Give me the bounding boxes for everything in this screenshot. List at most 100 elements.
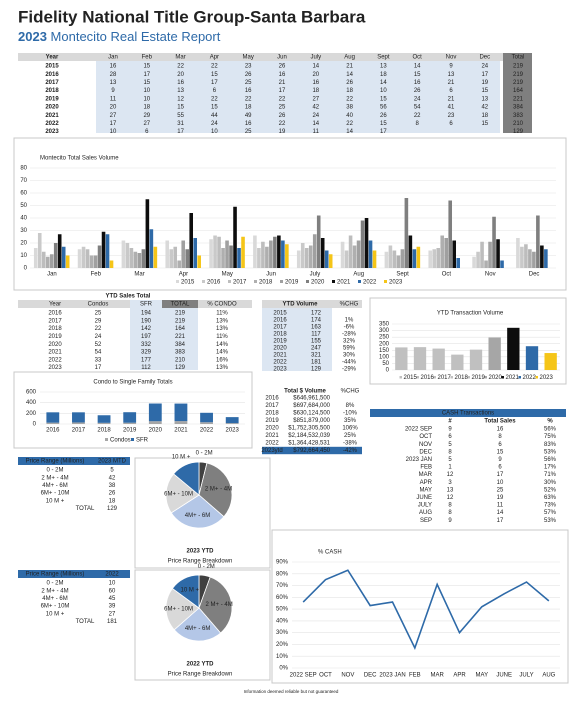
- legend-label: 2022: [363, 279, 377, 285]
- bar: [225, 240, 229, 268]
- bar: [520, 246, 524, 268]
- condo-chart-frame: [13, 371, 253, 449]
- table-cell: -38%: [343, 441, 358, 447]
- table-cell: 106%: [342, 426, 358, 432]
- chart-subtitle: Price Range Breakdown: [168, 672, 233, 678]
- x-tick-label: Mar: [134, 272, 144, 278]
- bar: [33, 248, 38, 268]
- bar: [269, 240, 273, 268]
- ytd-chart-frame: [369, 297, 567, 385]
- table-header: Sept: [377, 55, 390, 61]
- table-cell: 9: [111, 88, 115, 94]
- bar: [65, 255, 70, 268]
- table-cell: 25: [245, 129, 252, 135]
- table-cell: 19: [279, 129, 286, 135]
- table-header: Dec: [479, 55, 490, 61]
- table-cell: MAR: [419, 472, 433, 478]
- table-header: Feb: [142, 55, 153, 61]
- table-cell: 117: [311, 332, 321, 338]
- y-tick-label: 30: [20, 228, 27, 234]
- table-cell: 2020: [273, 346, 287, 352]
- table-cell: 15: [211, 72, 218, 78]
- table-cell: 16: [312, 80, 319, 86]
- table-cell: 24: [95, 334, 102, 340]
- table-header-bg: [18, 53, 532, 61]
- table-cell: 2 M+ - 4M: [41, 475, 68, 481]
- bar: [344, 250, 349, 268]
- table-cell: 27: [110, 113, 117, 119]
- legend-label: 2020: [489, 375, 503, 381]
- bar: [296, 250, 301, 268]
- bar: [540, 245, 544, 268]
- table-cell: 59%: [343, 346, 356, 352]
- bar: [544, 249, 548, 268]
- table-cell: 12: [447, 472, 454, 478]
- table-cell: 20: [312, 72, 319, 78]
- bar-segment: [148, 403, 162, 422]
- table-cell: 17: [143, 72, 150, 78]
- y-tick-label: 70: [20, 178, 27, 184]
- bar: [129, 248, 134, 268]
- table-total: 219: [513, 80, 524, 86]
- table-cell: 17: [95, 365, 102, 371]
- table-cell: 2016: [273, 318, 287, 324]
- table-cell: 49: [245, 113, 252, 119]
- table-cell: 16: [110, 64, 117, 70]
- y-tick-label: 40: [20, 216, 27, 222]
- bar: [237, 248, 241, 268]
- table-cell: 18: [346, 88, 353, 94]
- bar-segment: [225, 423, 239, 424]
- table-cell: 26: [414, 88, 421, 94]
- legend-swatch: [176, 280, 179, 283]
- table-cell: DEC: [419, 449, 432, 455]
- table-cell: OCT: [419, 434, 432, 440]
- table-cell: 55: [177, 113, 184, 119]
- table-cell: MAY: [419, 487, 432, 493]
- legend-swatch: [202, 280, 205, 283]
- bar: [532, 251, 536, 268]
- table-total: 129: [107, 506, 118, 512]
- y-tick-label: 70%: [276, 583, 289, 589]
- bar: [352, 245, 357, 268]
- table-cell: 25%: [344, 433, 357, 439]
- x-tick-label: 2020: [149, 428, 163, 434]
- y-tick-label: 100: [379, 354, 390, 360]
- legend-label: 2020: [311, 279, 325, 285]
- table-cell: 5: [110, 468, 114, 474]
- bar: [45, 256, 50, 268]
- table-cell: 4M+ - 6M: [42, 483, 68, 489]
- table-cell: 14%: [216, 342, 229, 348]
- x-tick-label: Jun: [266, 272, 276, 278]
- table-cell: 13%: [216, 365, 229, 371]
- table-cell: $792,664,450: [293, 448, 330, 454]
- pie-label: 0 - 2M: [196, 451, 213, 457]
- legend-swatch: [358, 280, 361, 283]
- pie-label: 10 M +: [172, 454, 191, 460]
- table-cell: 2019: [273, 339, 287, 345]
- table-cell: 10: [497, 480, 504, 486]
- table-cell: 23: [448, 113, 455, 119]
- legend-swatch: [105, 438, 108, 441]
- legend-label: Condos: [110, 437, 131, 443]
- bar: [77, 249, 82, 268]
- cash-chart-frame: [271, 529, 569, 684]
- table-cell: 6M+ - 10M: [41, 491, 70, 497]
- table-cell: 26: [109, 491, 116, 497]
- table-cell: 14: [312, 121, 319, 127]
- table-header: Jan: [108, 55, 118, 61]
- table-cell: 15: [380, 96, 387, 102]
- sfr-column-bg: [130, 300, 162, 370]
- table-cell: 19: [481, 80, 488, 86]
- table-cell: $2,184,532,039: [288, 433, 330, 439]
- table-cell: 21: [279, 80, 286, 86]
- pie-frame: [134, 457, 271, 569]
- bar: [484, 260, 488, 268]
- x-tick-label: 2022 SEP: [290, 673, 317, 679]
- table-cell: 15: [380, 121, 387, 127]
- bar: [452, 240, 457, 268]
- legend-swatch: [501, 376, 504, 379]
- table-cell: 26: [279, 113, 286, 119]
- y-tick-label: 0%: [279, 666, 288, 672]
- y-tick-label: 600: [26, 390, 37, 396]
